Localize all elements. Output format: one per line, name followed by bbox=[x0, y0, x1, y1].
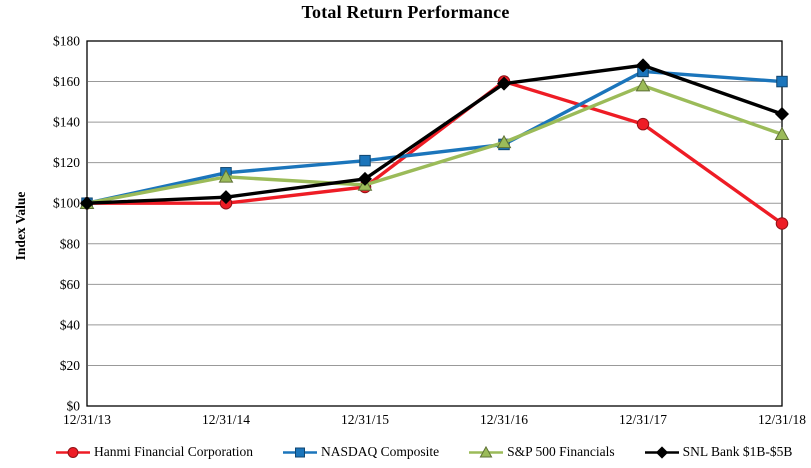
legend-label: SNL Bank $1B-$5B bbox=[682, 444, 793, 459]
marker-triangle bbox=[635, 78, 651, 92]
marker-circle bbox=[636, 117, 650, 131]
marker-diamond bbox=[357, 171, 373, 186]
series-line bbox=[85, 79, 784, 226]
chart-title: Total Return Performance bbox=[301, 2, 510, 22]
marker-triangle bbox=[218, 169, 234, 183]
x-tick-label: 12/31/14 bbox=[202, 412, 250, 427]
legend-label: Hanmi Financial Corporation bbox=[94, 444, 253, 459]
legend-item-diamond: SNL Bank $1B-$5B bbox=[644, 444, 793, 460]
legend-label: S&P 500 Financials bbox=[507, 444, 615, 459]
x-tick-label: 12/31/17 bbox=[619, 412, 667, 427]
y-tick-label: $0 bbox=[67, 399, 81, 414]
y-tick-label: $180 bbox=[53, 34, 80, 49]
marker-triangle bbox=[479, 445, 493, 457]
series-line bbox=[85, 83, 784, 205]
y-tick-label: $80 bbox=[60, 236, 81, 251]
x-tick-label: 12/31/13 bbox=[63, 412, 111, 427]
x-tick-label: 12/31/18 bbox=[758, 412, 806, 427]
marker-square bbox=[359, 154, 371, 167]
y-tick-label: $160 bbox=[53, 74, 80, 89]
y-tick-label: $140 bbox=[53, 115, 80, 130]
marker-circle bbox=[775, 217, 789, 230]
square-legend-marker-icon bbox=[282, 447, 317, 457]
marker-diamond bbox=[635, 58, 651, 73]
y-tick-label: $120 bbox=[53, 155, 80, 170]
series-nasdaq-composite bbox=[81, 65, 788, 209]
marker-triangle bbox=[496, 134, 512, 149]
series-s-p-500-financials bbox=[79, 78, 790, 209]
marker-diamond bbox=[774, 106, 790, 122]
x-tick-label: 12/31/16 bbox=[480, 412, 528, 427]
series-snl-bank-$1b-$5b bbox=[79, 58, 790, 211]
legend-item-circle: Hanmi Financial Corporation bbox=[55, 444, 253, 460]
marker-diamond bbox=[496, 76, 512, 91]
marker-square bbox=[294, 447, 305, 457]
series-line bbox=[85, 63, 784, 205]
marker-square bbox=[776, 75, 788, 88]
y-tick-label: $60 bbox=[60, 277, 81, 292]
legend: Hanmi Financial Corporation NASDAQ Compos… bbox=[55, 443, 792, 461]
legend-item-triangle: S&P 500 Financials bbox=[468, 444, 615, 460]
marker-diamond bbox=[79, 196, 95, 211]
legend-label: NASDAQ Composite bbox=[320, 444, 440, 459]
plot-border bbox=[86, 40, 783, 407]
marker-diamond bbox=[218, 190, 234, 205]
y-tick-label: $100 bbox=[53, 196, 80, 211]
triangle-legend-marker-icon bbox=[469, 445, 504, 457]
marker-circle bbox=[67, 446, 79, 458]
marker-diamond bbox=[655, 445, 668, 459]
y-tick-label: $40 bbox=[60, 317, 81, 332]
y-tick-label: $20 bbox=[60, 358, 81, 373]
x-tick-label: 12/31/15 bbox=[341, 412, 389, 427]
circle-legend-marker-icon bbox=[56, 446, 90, 458]
legend-item-square: NASDAQ Composite bbox=[282, 444, 439, 460]
plot-area: $0 $20 $40 $60 $80 $100 $120 $140 $160 $180 12/31/… bbox=[53, 34, 806, 428]
marker-triangle bbox=[774, 126, 790, 141]
diamond-legend-marker-icon bbox=[644, 445, 679, 459]
